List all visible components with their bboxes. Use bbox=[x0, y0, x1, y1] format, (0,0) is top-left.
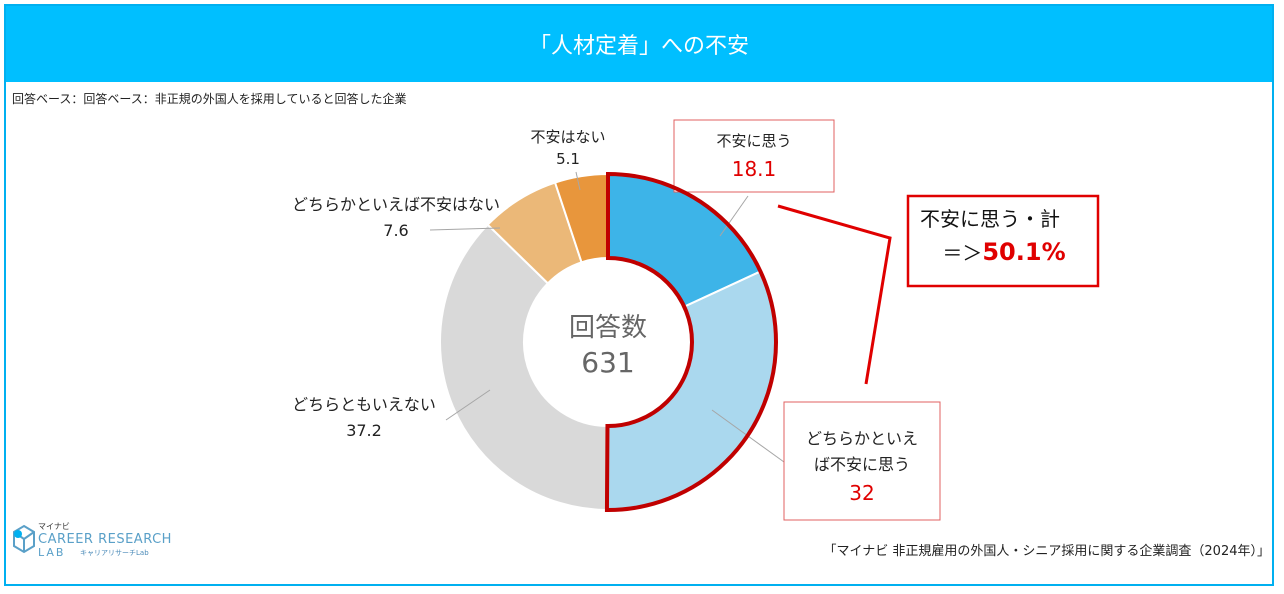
label-4-line-2: 7.6 bbox=[383, 221, 408, 240]
leader-line-4 bbox=[429, 227, 501, 231]
label-3-line-2: 37.2 bbox=[346, 421, 382, 440]
label-3-line-1: どちらともいえない bbox=[292, 395, 436, 414]
label-2-line-2: ば不安に思う bbox=[814, 455, 910, 474]
label-box-1 bbox=[673, 119, 835, 193]
logo-en-line1: CAREER RESEARCH bbox=[38, 532, 172, 547]
donut-slice-2 bbox=[605, 270, 777, 511]
callout-line1: 不安に思う・計 bbox=[920, 207, 1060, 231]
logo-en-line2: LAB bbox=[38, 546, 66, 559]
logo-cube-icon bbox=[13, 524, 35, 554]
label-box-2 bbox=[783, 401, 941, 521]
label-4-line-1: どちらかといえば不安はない bbox=[292, 195, 500, 214]
donut-slice-3 bbox=[439, 223, 609, 512]
logo-jp-top: マイナビ bbox=[38, 522, 70, 531]
center-title: 回答数 bbox=[569, 313, 647, 343]
label-5-line-2: 5.1 bbox=[556, 150, 580, 168]
label-2-line-3: 32 bbox=[849, 481, 874, 505]
callout-line2: ＝＞50.1% bbox=[942, 238, 1065, 266]
label-1-line-1: 不安に思う bbox=[716, 132, 791, 150]
logo-jp-small: キャリアリサーチLab bbox=[80, 549, 149, 557]
center-value: 631 bbox=[581, 346, 634, 379]
chart-title: 「人材定着」への不安 bbox=[6, 6, 1272, 82]
leader-line-5 bbox=[575, 171, 581, 191]
source-note: 「マイナビ 非正規雇用の外国人・シニア採用に関する企業調査（2024年）」 bbox=[823, 544, 1270, 559]
callout-bracket bbox=[777, 204, 892, 385]
leader-line-1 bbox=[719, 195, 749, 237]
label-5-line-1: 不安はない bbox=[530, 128, 605, 146]
leader-line-3 bbox=[445, 389, 491, 421]
label-1-line-2: 18.1 bbox=[732, 157, 777, 181]
label-2-line-1: どちらかといえ bbox=[806, 429, 918, 448]
base-note: 回答ベース：回答ベース：非正規の外国人を採用していると回答した企業 bbox=[12, 92, 407, 106]
highlight-outline bbox=[604, 171, 778, 512]
callout-box bbox=[906, 194, 1100, 288]
logo: マイナビ CAREER RESEARCH LAB キャリアリサーチLab bbox=[12, 520, 192, 560]
